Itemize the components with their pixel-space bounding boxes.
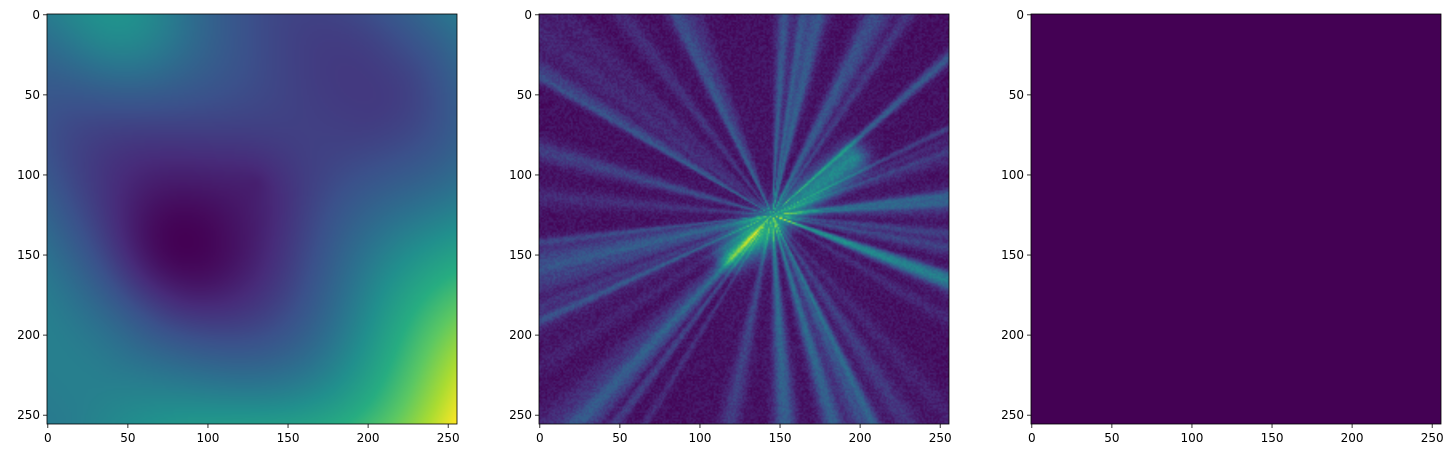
heatmap-panel-left: 0 50 100 150 200 250 0 50 100 150 200 250 [17, 8, 460, 445]
axes-frame [1030, 13, 1442, 425]
x-tick-label: 250 [1421, 431, 1444, 445]
x-tick-label: 200 [849, 431, 872, 445]
x-tick-label: 50 [1104, 431, 1119, 445]
y-tick-label: 150 [509, 248, 532, 262]
y-tick-label: 0 [32, 8, 40, 22]
x-tick-label: 0 [44, 431, 52, 445]
heatmap-image [1031, 14, 1441, 424]
y-tick-label: 0 [1016, 8, 1024, 22]
heatmap-panel-middle: 0 50 100 150 200 250 0 50 100 150 200 250 [509, 8, 952, 445]
x-tick-label: 50 [120, 431, 135, 445]
y-tick-label: 250 [509, 408, 532, 422]
x-tick-label: 150 [769, 431, 792, 445]
y-tick-label: 250 [1001, 408, 1024, 422]
x-tick-label: 250 [437, 431, 460, 445]
y-tick-label: 100 [17, 168, 40, 182]
x-tick-label: 200 [357, 431, 380, 445]
y-tick-label: 150 [17, 248, 40, 262]
y-tick-label: 50 [25, 88, 40, 102]
axes-frame [46, 13, 458, 425]
y-tick-label: 200 [17, 328, 40, 342]
y-tick-label: 0 [524, 8, 532, 22]
y-tick-label: 50 [517, 88, 532, 102]
x-tick-label: 0 [1028, 431, 1036, 445]
heatmap-image [539, 14, 949, 424]
x-tick-label: 200 [1341, 431, 1364, 445]
axes-frame [538, 13, 950, 425]
heatmap-panel-right: 0 50 100 150 200 250 0 50 100 150 200 250 [1001, 8, 1444, 445]
x-tick-label: 0 [536, 431, 544, 445]
x-tick-label: 150 [277, 431, 300, 445]
y-tick-label: 100 [509, 168, 532, 182]
y-tick-label: 200 [509, 328, 532, 342]
x-tick-label: 50 [612, 431, 627, 445]
x-tick-label: 150 [1261, 431, 1284, 445]
x-tick-label: 100 [1181, 431, 1204, 445]
y-tick-label: 100 [1001, 168, 1024, 182]
y-tick-label: 150 [1001, 248, 1024, 262]
y-tick-label: 50 [1009, 88, 1024, 102]
x-tick-label: 250 [929, 431, 952, 445]
x-tick-label: 100 [689, 431, 712, 445]
x-tick-label: 100 [197, 431, 220, 445]
y-tick-label: 200 [1001, 328, 1024, 342]
heatmap-image [47, 14, 457, 424]
y-tick-label: 250 [17, 408, 40, 422]
